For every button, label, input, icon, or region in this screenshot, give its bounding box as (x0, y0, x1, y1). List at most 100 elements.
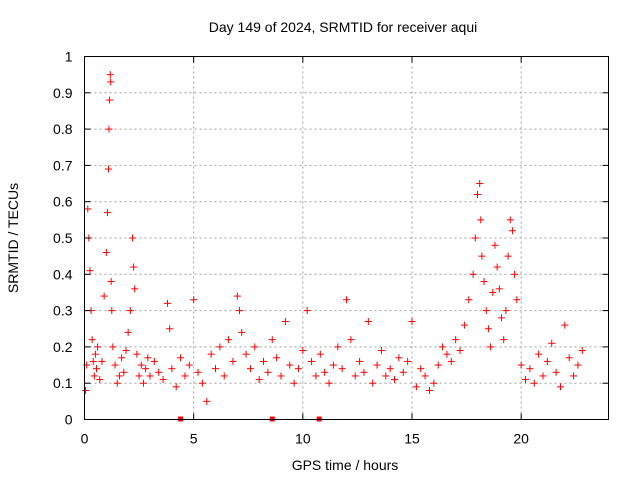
data-point (144, 354, 152, 362)
y-tick-label: 0.4 (53, 266, 73, 282)
data-points (82, 71, 586, 405)
data-point (98, 357, 106, 365)
data-point (482, 307, 490, 315)
data-point (260, 357, 268, 365)
data-point (129, 234, 137, 242)
data-point (373, 361, 381, 369)
data-point (530, 379, 538, 387)
data-point (338, 365, 346, 373)
data-point (421, 372, 429, 380)
y-axis-label: SRMTID / TECUs (5, 183, 21, 293)
data-point (105, 125, 113, 133)
data-point (299, 347, 307, 355)
data-point (502, 307, 510, 315)
data-point (504, 252, 512, 260)
data-point (439, 343, 447, 351)
data-point (281, 317, 289, 325)
data-point (139, 379, 147, 387)
data-point (303, 307, 311, 315)
data-point (146, 372, 154, 380)
y-tick-label: 0.6 (53, 194, 73, 210)
data-point (109, 343, 117, 351)
x-axis-label: GPS time / hours (292, 457, 399, 473)
data-point (242, 350, 250, 358)
data-point (115, 372, 123, 380)
data-point (517, 361, 525, 369)
data-point (102, 249, 110, 257)
data-point (343, 296, 350, 304)
data-point (539, 372, 547, 380)
data-point (377, 347, 385, 355)
y-tick-label: 1 (65, 49, 73, 65)
data-point (238, 328, 246, 336)
data-point (556, 383, 564, 391)
data-point (443, 350, 451, 358)
data-point (130, 263, 138, 271)
data-point (484, 325, 492, 333)
data-point (469, 270, 477, 278)
data-point (561, 321, 569, 329)
data-point (369, 379, 377, 387)
data-point (489, 288, 497, 296)
data-point (135, 372, 143, 380)
data-point (246, 365, 254, 373)
data-point (124, 328, 132, 336)
data-point (513, 296, 521, 304)
data-point (236, 307, 244, 315)
data-point (495, 285, 503, 293)
data-point (312, 372, 320, 380)
data-point (163, 299, 171, 307)
data-point (107, 278, 115, 286)
data-point (268, 336, 276, 344)
data-point (203, 397, 211, 405)
data-point (122, 347, 130, 355)
data-point (86, 267, 94, 275)
data-point (386, 365, 394, 373)
data-point (107, 78, 115, 86)
data-point (89, 357, 97, 365)
data-point (329, 361, 337, 369)
data-point (181, 372, 189, 380)
x-tick-label: 10 (295, 431, 311, 447)
data-point (356, 357, 364, 365)
data-point (159, 376, 167, 384)
data-point (94, 343, 102, 351)
data-point (233, 292, 241, 300)
data-point (565, 354, 573, 362)
data-point (334, 343, 342, 351)
data-point (212, 365, 219, 373)
data-point (476, 180, 484, 188)
data-point (395, 354, 403, 362)
data-point (425, 386, 433, 394)
data-point (133, 350, 141, 358)
data-point (511, 270, 519, 278)
data-point (578, 347, 586, 355)
data-point (474, 190, 481, 198)
data-point (194, 368, 202, 376)
data-point (308, 357, 316, 365)
x-tick-label: 15 (404, 431, 420, 447)
x-tick-label: 20 (513, 431, 529, 447)
data-point (543, 357, 551, 365)
data-point (118, 354, 126, 362)
data-point (264, 368, 272, 376)
data-point (96, 376, 104, 384)
data-point (91, 350, 99, 358)
y-tick-label: 0 (65, 412, 73, 428)
axis-ticks: 00.10.20.30.40.50.60.70.80.910 5 10 15 20 (53, 49, 609, 447)
data-point (548, 339, 556, 347)
y-tick-label: 0.9 (53, 85, 73, 101)
data-point (500, 336, 508, 344)
data-point (100, 292, 108, 300)
data-point (290, 379, 298, 387)
data-point (88, 336, 96, 344)
data-point (508, 227, 516, 235)
data-point (106, 71, 114, 79)
data-point (82, 386, 90, 394)
data-point (347, 336, 355, 344)
data-point (273, 354, 281, 362)
data-point (456, 347, 464, 355)
data-point (108, 307, 116, 315)
data-point (417, 365, 425, 373)
